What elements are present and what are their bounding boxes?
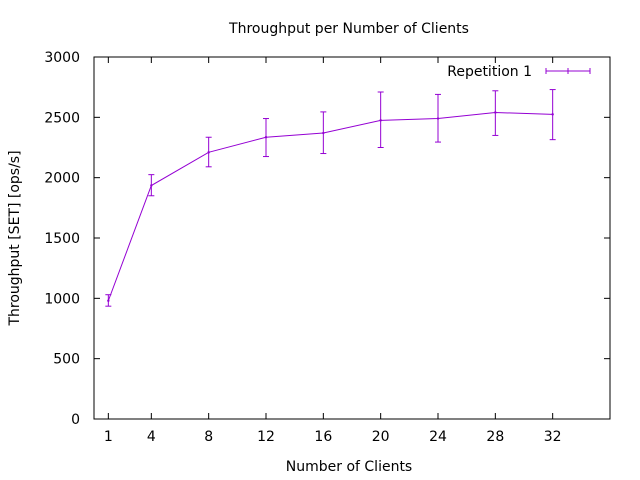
x-tick-label: 12 bbox=[257, 429, 275, 445]
x-tick-label: 32 bbox=[544, 429, 562, 445]
y-tick-label: 2000 bbox=[44, 171, 80, 187]
y-tick-label: 0 bbox=[71, 412, 80, 428]
data-point bbox=[379, 119, 382, 122]
x-tick-label: 16 bbox=[314, 429, 332, 445]
series-line bbox=[107, 112, 553, 301]
data-point bbox=[264, 136, 268, 139]
data-point bbox=[207, 151, 210, 154]
y-axis: 0 500 1000 1500 2000 2500 3000 bbox=[44, 50, 610, 428]
y-axis-label: Throughput [SET] [ops/s] bbox=[7, 150, 23, 326]
x-tick-label: 20 bbox=[372, 429, 390, 445]
x-tick-label: 4 bbox=[147, 429, 156, 445]
x-axis-label: Number of Clients bbox=[286, 459, 412, 475]
y-tick-label: 1500 bbox=[44, 231, 80, 247]
x-tick-label: 1 bbox=[104, 429, 113, 445]
chart-title: Throughput per Number of Clients bbox=[228, 21, 469, 37]
x-tick-label: 24 bbox=[429, 429, 447, 445]
data-point bbox=[551, 113, 554, 116]
data-point bbox=[150, 184, 153, 187]
y-tick-label: 2500 bbox=[44, 110, 80, 126]
data-point bbox=[322, 131, 325, 135]
data-point bbox=[107, 299, 110, 302]
x-axis: 1 4 8 12 16 20 24 28 32 bbox=[104, 57, 562, 445]
x-tick-label: 8 bbox=[204, 429, 213, 445]
y-tick-label: 1000 bbox=[44, 291, 80, 307]
data-point bbox=[436, 117, 440, 120]
legend-label: Repetition 1 bbox=[447, 64, 532, 80]
legend-sample bbox=[545, 68, 591, 74]
y-tick-label: 500 bbox=[53, 352, 80, 368]
plot-frame bbox=[93, 56, 611, 420]
series-layer bbox=[105, 89, 556, 307]
data-point bbox=[494, 111, 497, 114]
legend: Repetition 1 bbox=[447, 64, 591, 80]
x-tick-label: 28 bbox=[486, 429, 504, 445]
y-tick-label: 3000 bbox=[44, 50, 80, 66]
